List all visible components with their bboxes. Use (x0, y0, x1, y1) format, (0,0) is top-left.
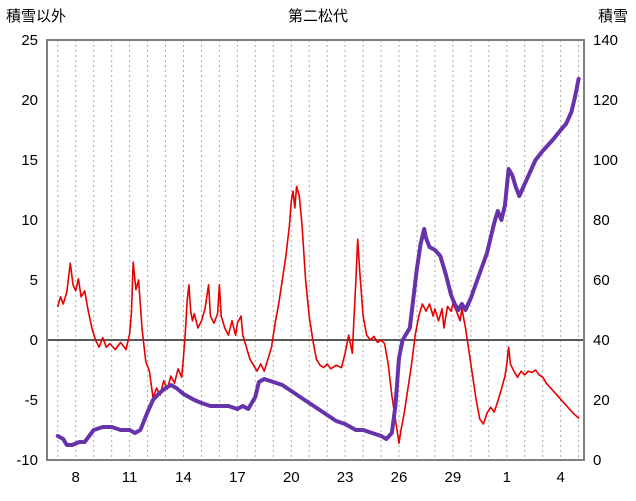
left-axis-tick-label: 0 (30, 332, 38, 349)
right-axis-tick-label: 80 (593, 212, 610, 229)
left-axis-tick-label: 10 (21, 212, 38, 229)
x-axis-tick-label: 23 (337, 469, 354, 486)
left-axis-tick-label: -5 (25, 392, 38, 409)
plot-frame (46, 39, 585, 461)
right-axis-tick-label: 140 (593, 32, 618, 49)
right-axis-tick-label: 120 (593, 92, 618, 109)
left-axis-tick-label: -10 (16, 452, 38, 469)
right-axis-tick-label: 20 (593, 392, 610, 409)
x-axis-tick-label: 29 (445, 469, 462, 486)
right-axis-tick-label: 40 (593, 332, 610, 349)
x-axis-tick-label: 1 (503, 469, 511, 486)
x-axis-tick-label: 20 (283, 469, 300, 486)
x-axis-tick-label: 11 (122, 469, 138, 486)
x-axis-tick-label: 4 (557, 469, 565, 486)
right-axis-tick-label: 0 (593, 452, 601, 469)
x-axis-tick-label: 26 (391, 469, 408, 486)
left-axis-tick-label: 25 (21, 32, 38, 49)
right-axis-tick-label: 100 (593, 152, 618, 169)
temperature-line (56, 185, 580, 445)
left-axis-tick-label: 5 (30, 272, 38, 289)
x-axis-tick-label: 17 (229, 469, 246, 486)
snow-line (55, 77, 581, 447)
chart-title: 第二松代 (287, 8, 348, 25)
left-axis-title: 積雪以外 (6, 8, 67, 25)
left-axis-tick-label: 15 (21, 152, 38, 169)
x-axis-tick-label: 14 (175, 469, 192, 486)
left-axis-tick-label: 20 (21, 92, 38, 109)
right-axis-title: 積雪 (597, 8, 628, 25)
x-axis-tick-label: 8 (72, 469, 80, 486)
right-axis-tick-label: 60 (593, 272, 610, 289)
